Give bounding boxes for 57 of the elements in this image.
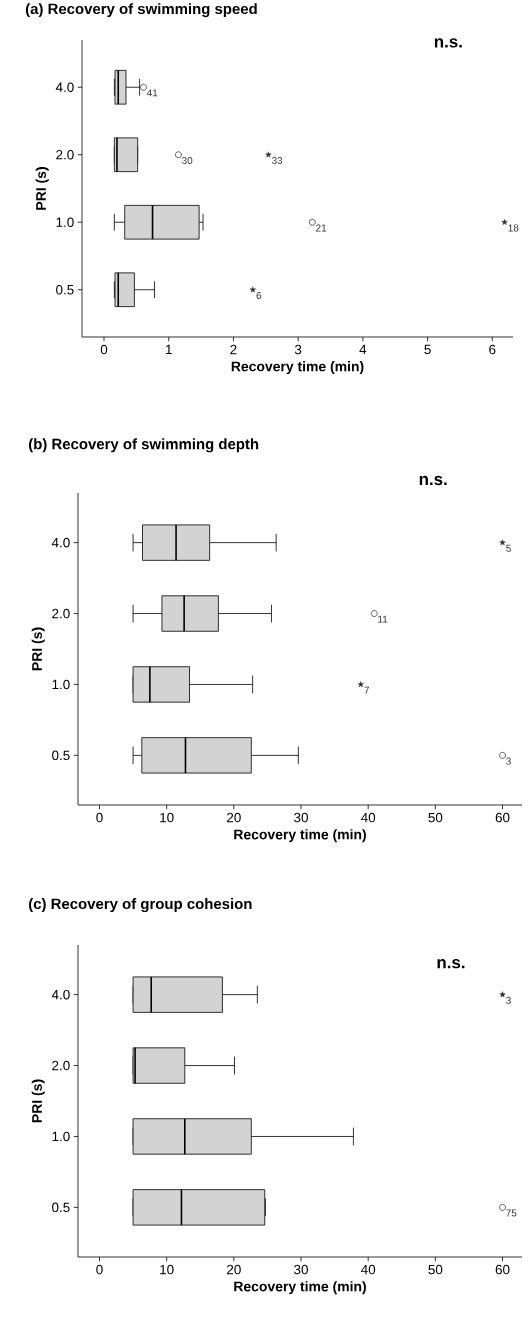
annotation: 33 xyxy=(271,156,283,164)
x-tick-label: 20 xyxy=(227,812,241,823)
x-axis-title: Recovery time (min) xyxy=(234,829,366,843)
x-tick-label: 50 xyxy=(428,812,443,823)
x-tick-label: 40 xyxy=(361,1264,376,1275)
x-tick-label: 40 xyxy=(361,812,376,823)
chart-title: (a) Recovery of swimming speed xyxy=(25,3,257,18)
x-tick-label: 2 xyxy=(230,344,237,355)
x-axis-title: Recovery time (min) xyxy=(234,1281,366,1295)
annotation: 3 xyxy=(506,996,511,1004)
annotation: 18 xyxy=(508,224,519,232)
annotation: 11 xyxy=(378,615,388,623)
x-tick-label: 50 xyxy=(428,1264,443,1275)
y-tick-label: 2.0 xyxy=(52,1060,70,1071)
x-tick-label: 1 xyxy=(166,344,172,355)
x-tick-label: 10 xyxy=(160,1264,174,1275)
x-tick-label: 4 xyxy=(359,344,367,355)
y-axis-title: PRI (s) xyxy=(31,1079,45,1123)
y-axis-title: PRI (s) xyxy=(35,167,49,210)
x-tick-label: 60 xyxy=(495,1264,510,1275)
x-tick-label: 0 xyxy=(96,1264,103,1275)
chart-title: (b) Recovery of swimming depth xyxy=(28,438,259,453)
x-tick-label: 3 xyxy=(294,344,302,355)
annotation: 41 xyxy=(146,89,158,97)
y-axis-title: PRI (s) xyxy=(31,627,45,671)
annotation: n.s. xyxy=(434,38,462,48)
y-tick-label: 4.0 xyxy=(51,989,70,1000)
text: n.s. xyxy=(419,475,447,486)
x-tick-label: 0 xyxy=(96,812,103,823)
y-tick-label: 2.0 xyxy=(56,149,74,160)
x-tick-label: 20 xyxy=(227,1264,241,1275)
y-tick-label: 0.5 xyxy=(52,1202,70,1213)
annotation: 75 xyxy=(506,1209,517,1217)
y-tick-label: 4.0 xyxy=(51,537,70,548)
x-tick-label: 10 xyxy=(160,812,174,823)
x-tick-label: 5 xyxy=(424,344,431,355)
x-axis-title: Recovery time (min) xyxy=(231,361,364,375)
x-tick-label: 60 xyxy=(495,812,510,823)
chart-title: (c) Recovery of group cohesion xyxy=(28,898,252,913)
y-tick-label: 1.0 xyxy=(56,217,74,227)
x-tick-label: 30 xyxy=(294,1264,308,1275)
annotation: 7 xyxy=(364,686,370,694)
annotation: n.s. xyxy=(437,959,465,969)
y-tick-label: 0.5 xyxy=(52,750,70,761)
y-tick-label: 0.5 xyxy=(56,284,74,295)
annotation: 6 xyxy=(256,291,262,299)
x-tick-label: 6 xyxy=(489,344,496,355)
annotation: 21 xyxy=(316,224,327,232)
x-tick-label: 0 xyxy=(100,344,108,355)
annotation: 3 xyxy=(506,757,511,765)
y-tick-label: 1.0 xyxy=(52,679,70,690)
annotation: 5 xyxy=(506,544,511,552)
y-tick-label: 2.0 xyxy=(52,608,70,619)
y-tick-label: 1.0 xyxy=(52,1131,70,1142)
annotation: 30 xyxy=(182,156,193,164)
x-tick-label: 30 xyxy=(294,812,308,823)
y-tick-label: 4.0 xyxy=(55,82,74,92)
